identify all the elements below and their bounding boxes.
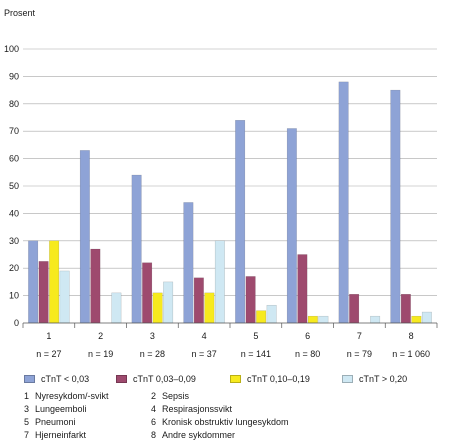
n-label: n = 80 bbox=[295, 349, 320, 359]
bar bbox=[111, 292, 122, 324]
bar bbox=[131, 174, 142, 324]
bar bbox=[163, 281, 174, 324]
bar bbox=[79, 150, 90, 324]
bar bbox=[390, 89, 401, 324]
bar bbox=[411, 315, 422, 324]
diagnosis-item: 4 Respirasjonssvikt bbox=[151, 404, 232, 414]
y-tick-label: 60 bbox=[9, 154, 19, 164]
n-label: n = 19 bbox=[88, 349, 113, 359]
diagnosis-number: 4 bbox=[151, 404, 157, 414]
bar bbox=[256, 310, 267, 324]
n-label: n = 79 bbox=[347, 349, 372, 359]
x-tick-label: 7 bbox=[357, 331, 362, 341]
bar bbox=[59, 270, 70, 324]
axes: 0 10 20 30 40 50 60 70 80 90 100 1 n = 27 2 n = 19 3 n =… bbox=[4, 44, 438, 359]
bar bbox=[90, 248, 101, 324]
x-tick-label: 6 bbox=[305, 331, 310, 341]
y-tick-label: 50 bbox=[9, 181, 19, 191]
diagnosis-item: 1 Nyresykdom/-svikt bbox=[24, 391, 109, 401]
bar bbox=[152, 292, 163, 324]
n-label: n = 37 bbox=[191, 349, 216, 359]
bar bbox=[421, 311, 432, 324]
diagnosis-number: 1 bbox=[24, 391, 30, 401]
bar bbox=[307, 315, 318, 324]
bar bbox=[142, 262, 153, 324]
diagnosis-label: Hjerneinfarkt bbox=[35, 430, 87, 440]
bar bbox=[204, 292, 215, 324]
y-tick-label: 0 bbox=[14, 318, 19, 328]
bar bbox=[297, 254, 308, 324]
diagnosis-number: 2 bbox=[151, 391, 157, 401]
y-tick-label: 10 bbox=[9, 291, 19, 301]
diagnosis-number: 5 bbox=[24, 417, 30, 427]
bar bbox=[338, 81, 349, 324]
n-label: n = 28 bbox=[140, 349, 165, 359]
bar bbox=[193, 277, 204, 324]
diagnosis-number: 8 bbox=[151, 430, 157, 440]
bar bbox=[235, 120, 246, 324]
diagnosis-label: Andre sykdommer bbox=[162, 430, 236, 440]
n-label: n = 27 bbox=[36, 349, 61, 359]
bar bbox=[370, 315, 381, 324]
diagnosis-label: Respirasjonssvikt bbox=[162, 404, 233, 414]
bar bbox=[245, 276, 256, 324]
bar bbox=[286, 128, 297, 324]
y-tick-label: 100 bbox=[4, 44, 19, 54]
bar bbox=[349, 294, 360, 324]
diagnosis-label: Pneumoni bbox=[35, 417, 76, 427]
diagnosis-item: 2 Sepsis bbox=[151, 391, 189, 401]
diagnosis-label: Sepsis bbox=[162, 391, 190, 401]
diagnosis-item: 8 Andre sykdommer bbox=[151, 430, 235, 440]
bar bbox=[318, 315, 329, 324]
y-tick-label: 40 bbox=[9, 208, 19, 218]
diagnosis-number: 6 bbox=[151, 417, 157, 427]
bar bbox=[49, 240, 60, 324]
n-label: n = 141 bbox=[241, 349, 271, 359]
x-tick-label: 2 bbox=[98, 331, 103, 341]
bar bbox=[400, 294, 411, 324]
diagnosis-number: 7 bbox=[24, 430, 30, 440]
diagnosis-label: Kronisk obstruktiv lungesykdom bbox=[162, 417, 289, 427]
y-axis-label: Prosent bbox=[4, 8, 36, 18]
x-tick-label: 5 bbox=[253, 331, 258, 341]
x-tick-label: 8 bbox=[409, 331, 414, 341]
diagnosis-item: 5 Pneumoni bbox=[24, 417, 76, 427]
y-tick-label: 90 bbox=[9, 71, 19, 81]
n-label: n = 1 060 bbox=[392, 349, 430, 359]
x-tick-label: 4 bbox=[202, 331, 207, 341]
diagnosis-label: Lungeemboli bbox=[35, 404, 87, 414]
y-tick-label: 80 bbox=[9, 99, 19, 109]
diagnosis-item: 7 Hjerneinfarkt bbox=[24, 430, 86, 440]
bar bbox=[266, 304, 277, 324]
diagnosis-number: 3 bbox=[24, 404, 30, 414]
bar bbox=[183, 202, 194, 324]
x-tick-label: 1 bbox=[46, 331, 51, 341]
y-tick-label: 30 bbox=[9, 236, 19, 246]
bars bbox=[28, 81, 432, 324]
bar bbox=[214, 240, 225, 324]
bar bbox=[38, 261, 49, 324]
y-tick-label: 20 bbox=[9, 263, 19, 273]
diagnosis-label: Nyresykdom/-svikt bbox=[35, 391, 109, 401]
diagnosis-item: 3 Lungeemboli bbox=[24, 404, 87, 414]
bar bbox=[28, 240, 39, 324]
x-tick-label: 3 bbox=[150, 331, 155, 341]
y-tick-label: 70 bbox=[9, 126, 19, 136]
diagnosis-item: 6 Kronisk obstruktiv lungesykdom bbox=[151, 417, 289, 427]
